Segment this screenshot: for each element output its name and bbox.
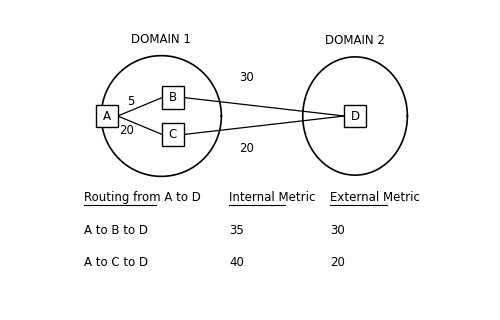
Text: 5: 5 <box>126 95 134 108</box>
Text: 20: 20 <box>119 124 134 137</box>
FancyBboxPatch shape <box>96 105 117 127</box>
Text: A: A <box>103 109 111 123</box>
Text: B: B <box>169 91 177 104</box>
FancyBboxPatch shape <box>162 124 184 146</box>
Text: 30: 30 <box>330 224 344 237</box>
Text: D: D <box>350 109 360 123</box>
Text: C: C <box>169 128 177 141</box>
FancyBboxPatch shape <box>162 86 184 108</box>
FancyBboxPatch shape <box>344 105 366 127</box>
Text: 20: 20 <box>239 141 254 155</box>
Text: 40: 40 <box>229 256 244 269</box>
Text: External Metric: External Metric <box>330 191 420 204</box>
Text: 30: 30 <box>239 71 254 84</box>
Text: Routing from A to D: Routing from A to D <box>84 191 200 204</box>
Text: DOMAIN 1: DOMAIN 1 <box>132 33 191 46</box>
Text: A to B to D: A to B to D <box>84 224 148 237</box>
Text: A to C to D: A to C to D <box>84 256 148 269</box>
Text: 20: 20 <box>330 256 345 269</box>
Text: DOMAIN 2: DOMAIN 2 <box>325 34 385 47</box>
Text: 35: 35 <box>229 224 244 237</box>
Text: Internal Metric: Internal Metric <box>229 191 316 204</box>
